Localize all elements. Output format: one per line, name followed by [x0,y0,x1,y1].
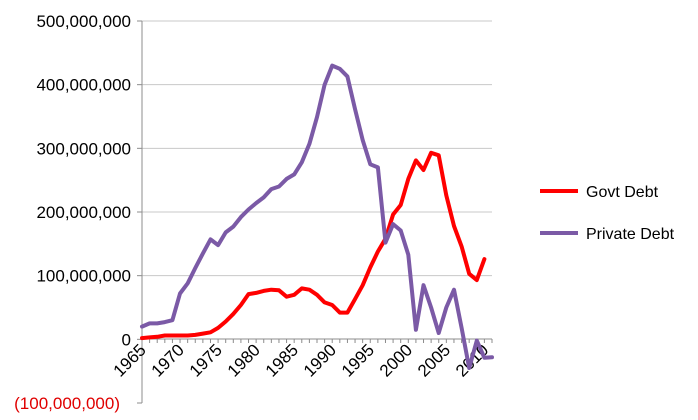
legend: Govt Debt Private Debt [540,184,675,243]
legend-label: Govt Debt [586,184,659,201]
y-tick-label: 200,000,000 [36,203,131,222]
x-tick-label: 1990 [300,340,340,380]
x-tick-label: 2005 [414,340,454,380]
grid [142,20,492,277]
legend-label: Private Debt [586,226,675,243]
x-tick-label: 1985 [262,340,302,380]
y-tick-label: (100,000,000) [14,394,120,413]
series-line-private-debt [140,63,494,370]
x-tick-label: 1980 [224,340,264,380]
y-tick-label: 500,000,000 [36,12,131,31]
x-tick-label: 1975 [186,340,226,380]
series-line-govt-debt [140,150,487,341]
legend-entry-govt-debt: Govt Debt [540,184,659,201]
y-tick-label: 300,000,000 [36,139,131,158]
x-tick-label: 1965 [110,340,150,380]
legend-entry-private-debt: Private Debt [540,226,675,243]
x-tick-label: 1995 [338,340,378,380]
y-tick-label: 400,000,000 [36,76,131,95]
y-tick-label: 0 [122,330,131,349]
y-axis: 500,000,000 400,000,000 300,000,000 200,000… [14,12,143,413]
series-points-private-debt [141,65,493,369]
series-points-govt-debt [141,152,485,339]
y-tick-label: 100,000,000 [36,267,131,286]
x-tick-label: 1970 [148,340,188,380]
series-layer [140,63,494,370]
x-tick-label: 2000 [376,340,416,380]
